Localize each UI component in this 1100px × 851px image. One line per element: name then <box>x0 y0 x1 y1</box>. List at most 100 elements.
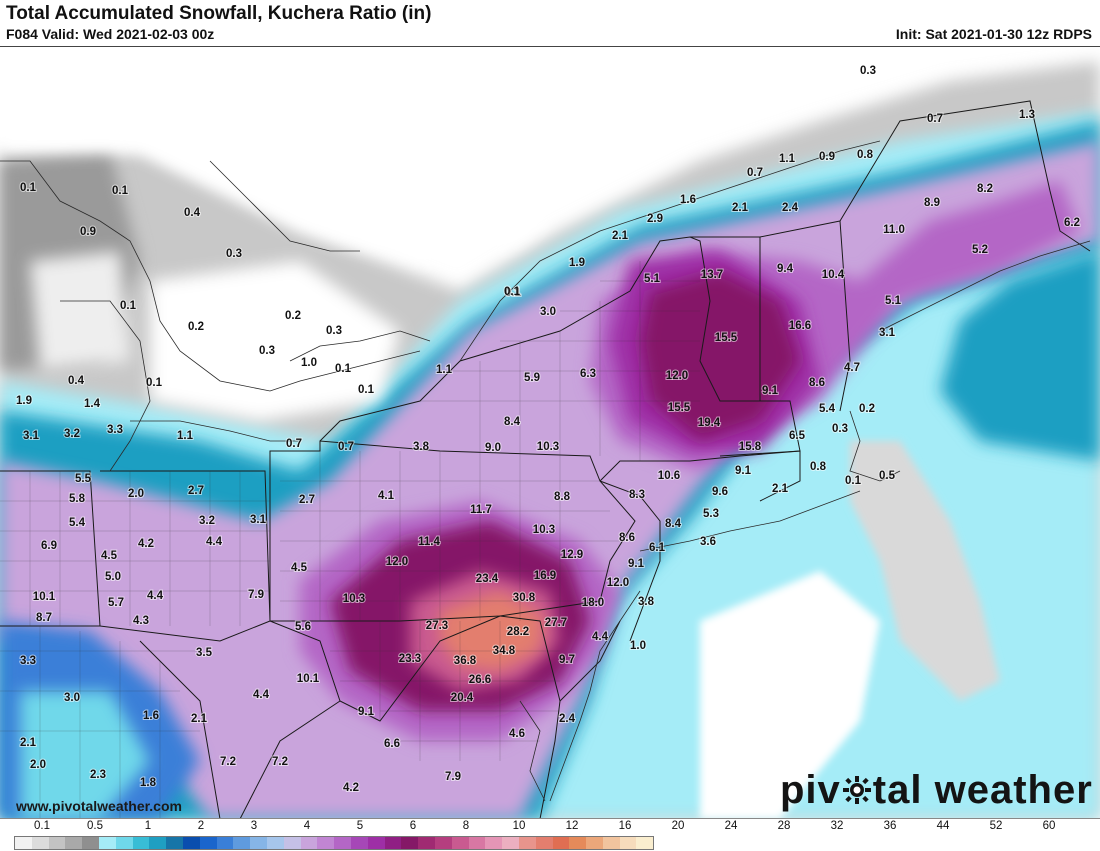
legend-tick-label: 0.5 <box>87 820 103 832</box>
snowfall-map[interactable]: 0.3 0.7 1.3 0.7 1.1 0.9 0.8 8.2 8.9 6.2 1.6 2.1 2.4 2… <box>0 46 1100 819</box>
snowfall-value-label: 4.4 <box>592 631 609 643</box>
snowfall-value-label: 1.1 <box>436 364 453 376</box>
snowfall-value-label: 27.7 <box>545 617 567 629</box>
snowfall-value-label: 5.8 <box>69 493 86 505</box>
snowfall-value-label: 8.6 <box>619 532 635 544</box>
snowfall-value-label: 7.2 <box>272 756 288 768</box>
snowfall-value-label: 11.4 <box>418 536 440 548</box>
snowfall-value-label: 34.8 <box>493 645 516 657</box>
snowfall-value-label: 3.5 <box>196 647 213 659</box>
snowfall-value-label: 1.0 <box>630 640 646 652</box>
snowfall-value-label: 9.1 <box>628 558 645 570</box>
snowfall-value-label: 4.7 <box>844 362 860 374</box>
legend-swatch <box>586 837 603 849</box>
snowfall-value-label: 12.9 <box>561 549 583 561</box>
snowfall-value-label: 23.4 <box>476 573 499 585</box>
brand-text-start: piv <box>780 768 841 812</box>
snowfall-value-label: 1.4 <box>84 398 101 410</box>
snowfall-value-label: 0.1 <box>505 287 522 299</box>
snowfall-value-label: 0.7 <box>747 167 763 179</box>
gear-sun-icon <box>842 776 871 804</box>
header: Total Accumulated Snowfall, Kuchera Rati… <box>0 0 1100 46</box>
snowfall-value-label: 2.9 <box>647 213 663 225</box>
snowfall-value-label: 6.1 <box>649 542 666 554</box>
legend-ticks: 0.1 0.5 1 2 3 4 5 6 8 10 12 16 20 24 28 32 36 44 52 60 <box>0 820 1100 834</box>
snowfall-value-label: 1.1 <box>177 430 194 442</box>
snowfall-value-label: 9.1 <box>358 706 375 718</box>
legend-swatch <box>418 837 435 849</box>
snowfall-value-label: 4.4 <box>253 689 270 701</box>
snowfall-value-label: 5.2 <box>972 244 988 256</box>
legend-swatch <box>636 837 654 849</box>
snowfall-value-label: 2.7 <box>188 485 204 497</box>
snowfall-value-label: 5.1 <box>644 273 661 285</box>
legend-swatch <box>485 837 503 849</box>
snowfall-value-label: 15.8 <box>739 441 762 453</box>
snowfall-value-label: 9.4 <box>777 263 794 275</box>
snowfall-value-label: 3.1 <box>23 430 40 442</box>
snowfall-value-label: 2.0 <box>128 488 144 500</box>
snowfall-value-label: 8.8 <box>554 491 571 503</box>
legend-swatch <box>31 837 49 849</box>
snowfall-value-label: 10.3 <box>533 524 555 536</box>
snowfall-value-label: 0.2 <box>188 321 204 333</box>
snowfall-value-label: 1.3 <box>1019 109 1035 121</box>
snowfall-value-label: 1.0 <box>301 357 317 369</box>
legend-swatch <box>300 837 318 849</box>
legend-swatch <box>334 837 351 849</box>
county-lines <box>0 261 700 819</box>
legend-swatch <box>384 837 402 849</box>
legend-swatch <box>502 837 519 849</box>
snowfall-value-label: 0.1 <box>845 475 862 487</box>
state-borders <box>0 100 1091 819</box>
snowfall-value-label: 0.8 <box>810 461 827 473</box>
snowfall-value-label: 2.1 <box>732 202 749 214</box>
snowfall-value-label: 27.3 <box>426 620 448 632</box>
valid-time: F084 Valid: Wed 2021-02-03 00z <box>6 26 215 42</box>
snowfall-value-label: 5.0 <box>105 571 121 583</box>
legend-swatch <box>317 837 335 849</box>
snowfall-value-label: 2.1 <box>20 737 37 749</box>
snowfall-value-label: 2.4 <box>782 202 799 214</box>
snowfall-value-label: 12.0 <box>386 556 408 568</box>
snowfall-value-label: 3.8 <box>638 596 655 608</box>
snowfall-value-label: 0.5 <box>879 470 896 482</box>
legend-tick-label: 1 <box>144 820 152 832</box>
snowfall-value-label: 5.6 <box>295 621 311 633</box>
snowfall-value-label: 9.7 <box>559 654 575 666</box>
snowfall-value-label: 1.8 <box>140 777 157 789</box>
legend-swatch <box>250 837 267 849</box>
snowfall-value-label: 0.7 <box>286 438 302 450</box>
snowfall-value-label: 0.3 <box>326 325 342 337</box>
snowfall-value-label: 36.8 <box>454 655 477 667</box>
snowfall-value-label: 0.1 <box>146 377 163 389</box>
legend-tick-label: 10 <box>512 820 526 832</box>
map-canvas[interactable]: 0.3 0.7 1.3 0.7 1.1 0.9 0.8 8.2 8.9 6.2 1.6 2.1 2.4 2… <box>0 47 1100 819</box>
legend-swatch <box>451 837 469 849</box>
legend-swatch <box>149 837 167 849</box>
snowfall-value-label: 9.1 <box>762 385 779 397</box>
snowfall-value-label: 8.9 <box>924 197 940 209</box>
snowfall-value-label: 0.3 <box>226 248 242 260</box>
legend-tick-label: 3 <box>250 820 258 832</box>
legend-swatch <box>434 837 452 849</box>
snowfall-value-label: 5.4 <box>69 517 86 529</box>
snowfall-value-label: 2.3 <box>90 769 106 781</box>
coastlines <box>0 140 1091 802</box>
legend-swatch <box>401 837 419 849</box>
snowfall-value-label: 4.6 <box>509 728 525 740</box>
snowfall-value-label: 8.6 <box>809 377 825 389</box>
snowfall-value-label: 26.6 <box>469 674 491 686</box>
color-legend: 0.1 0.5 1 2 3 4 5 6 8 10 12 16 20 24 28 32 36 44 52 60 <box>0 818 1100 851</box>
snowfall-value-label: 11.7 <box>470 504 492 516</box>
legend-tick-label: 16 <box>618 820 632 832</box>
legend-swatch <box>199 837 217 849</box>
legend-swatch <box>283 837 301 849</box>
snowfall-value-label: 7.9 <box>445 771 461 783</box>
snowfall-value-label: 0.7 <box>338 441 354 453</box>
snowfall-value-label: 9.6 <box>712 486 728 498</box>
snowfall-value-label: 6.5 <box>789 430 806 442</box>
legend-swatch <box>82 837 99 849</box>
snowfall-value-label: 19.4 <box>698 417 721 429</box>
legend-tick-label: 36 <box>883 820 897 832</box>
